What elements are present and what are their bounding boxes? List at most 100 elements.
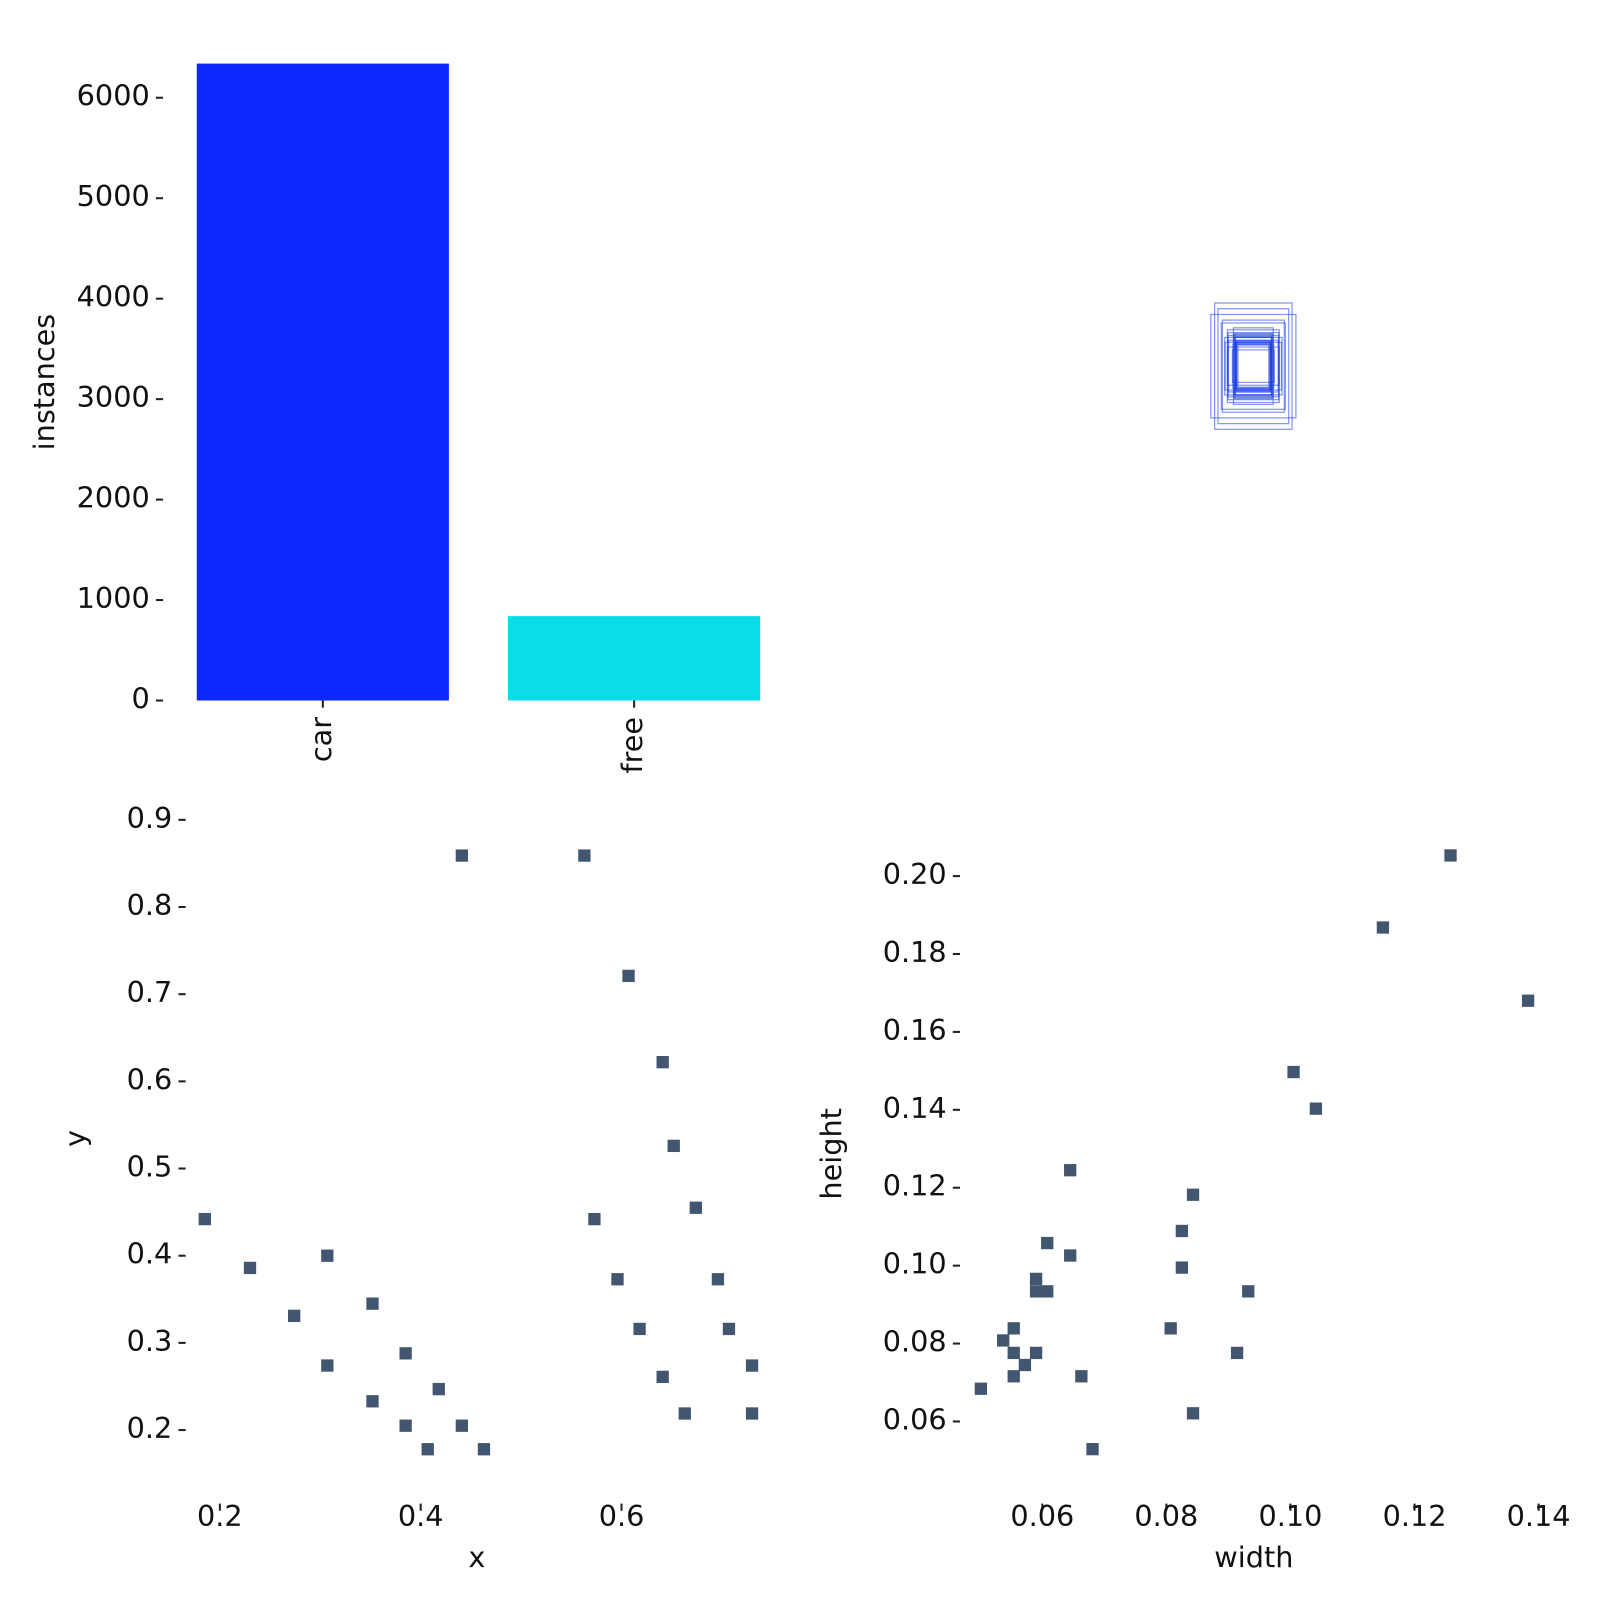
point [1007, 1370, 1020, 1383]
y-tick-label: 0 [131, 682, 149, 716]
y-tick-label: 1000 [77, 581, 150, 615]
point [1041, 1236, 1054, 1250]
point [722, 1322, 736, 1336]
point [1029, 1285, 1043, 1298]
point [288, 1309, 301, 1323]
point [974, 1382, 988, 1395]
point [1018, 1358, 1032, 1372]
x-tick-label: 0.2 [197, 1499, 243, 1533]
point [1186, 1188, 1200, 1201]
y-tick-label: 0.8 [127, 888, 173, 922]
x-axis-label: x [468, 1540, 485, 1574]
y-tick-label: 0.5 [127, 1150, 173, 1184]
x-tick-label: 0.14 [1507, 1499, 1571, 1533]
y-tick-label: 0.2 [127, 1411, 173, 1445]
y-tick-label: 0.9 [127, 801, 173, 835]
point [611, 1273, 624, 1286]
point [455, 849, 469, 862]
x-tick-label: 0.12 [1383, 1499, 1447, 1533]
point [1376, 921, 1390, 934]
point [1064, 1249, 1077, 1262]
x-tick-label: 0.10 [1258, 1499, 1322, 1533]
point [399, 1347, 412, 1360]
y-tick-label: 5000 [77, 179, 150, 213]
point [1029, 1346, 1043, 1360]
box [1224, 336, 1283, 396]
point [745, 1359, 759, 1372]
bar [196, 63, 449, 701]
point [1186, 1407, 1200, 1420]
x-tick-label: free [615, 717, 649, 774]
y-tick-label: 0.7 [127, 975, 173, 1009]
box [1210, 313, 1297, 419]
point [633, 1322, 646, 1336]
point [198, 1212, 211, 1226]
point [432, 1382, 445, 1396]
box [1221, 319, 1285, 413]
point [1086, 1442, 1099, 1456]
point [1175, 1261, 1189, 1274]
point [399, 1419, 412, 1432]
box [1217, 308, 1290, 425]
point [366, 1395, 379, 1408]
point [243, 1261, 257, 1275]
point [321, 1359, 334, 1372]
box [1231, 349, 1275, 384]
box [1235, 339, 1271, 393]
y-axis-label: instances [27, 314, 61, 451]
point [421, 1443, 434, 1456]
y-tick-label: 0.14 [883, 1091, 947, 1125]
point [477, 1443, 491, 1456]
point [321, 1249, 334, 1262]
box [1234, 336, 1273, 396]
y-tick-label: 0.18 [883, 935, 947, 969]
point [1007, 1346, 1020, 1360]
point [455, 1419, 469, 1432]
y-tick-label: 0.06 [883, 1402, 947, 1436]
box [1235, 343, 1271, 389]
y-tick-label: 2000 [77, 481, 150, 515]
x-tick-label: 0.6 [599, 1499, 645, 1533]
point [678, 1407, 691, 1420]
x-tick-label: car [304, 717, 338, 762]
point [745, 1407, 759, 1420]
y-tick-label: 6000 [77, 79, 150, 113]
point [1242, 1285, 1255, 1298]
box [1226, 346, 1280, 386]
box [1214, 302, 1293, 430]
x-tick-label: 0.08 [1134, 1499, 1198, 1533]
point [1521, 994, 1535, 1007]
y-tick-label: 0.12 [883, 1169, 947, 1203]
y-tick-label: 0.10 [883, 1247, 947, 1281]
point [656, 1056, 669, 1069]
y-tick-label: 0.20 [883, 857, 947, 891]
box [1232, 327, 1274, 406]
box [1236, 340, 1271, 392]
point [1029, 1272, 1043, 1286]
box [1234, 336, 1273, 396]
point [1007, 1322, 1020, 1335]
point [1230, 1346, 1244, 1360]
point [711, 1273, 725, 1286]
point [1075, 1370, 1088, 1383]
box [1232, 343, 1275, 389]
x-tick-label: 0.06 [1010, 1499, 1074, 1533]
y-tick-label: 4000 [77, 280, 150, 314]
x-axis-label: width [1214, 1540, 1293, 1574]
y-tick-label: 0.08 [883, 1325, 947, 1359]
point [1309, 1102, 1323, 1115]
point [366, 1297, 379, 1310]
y-axis-label: height [814, 1108, 848, 1199]
x-tick-label: 0.4 [398, 1499, 444, 1533]
point [1444, 849, 1457, 862]
point [622, 969, 635, 983]
point [1287, 1065, 1300, 1079]
box [1220, 322, 1286, 410]
point [1175, 1224, 1189, 1238]
y-tick-label: 3000 [77, 380, 150, 414]
point [689, 1201, 702, 1214]
point [1041, 1285, 1054, 1298]
y-tick-label: 0.6 [127, 1062, 173, 1096]
